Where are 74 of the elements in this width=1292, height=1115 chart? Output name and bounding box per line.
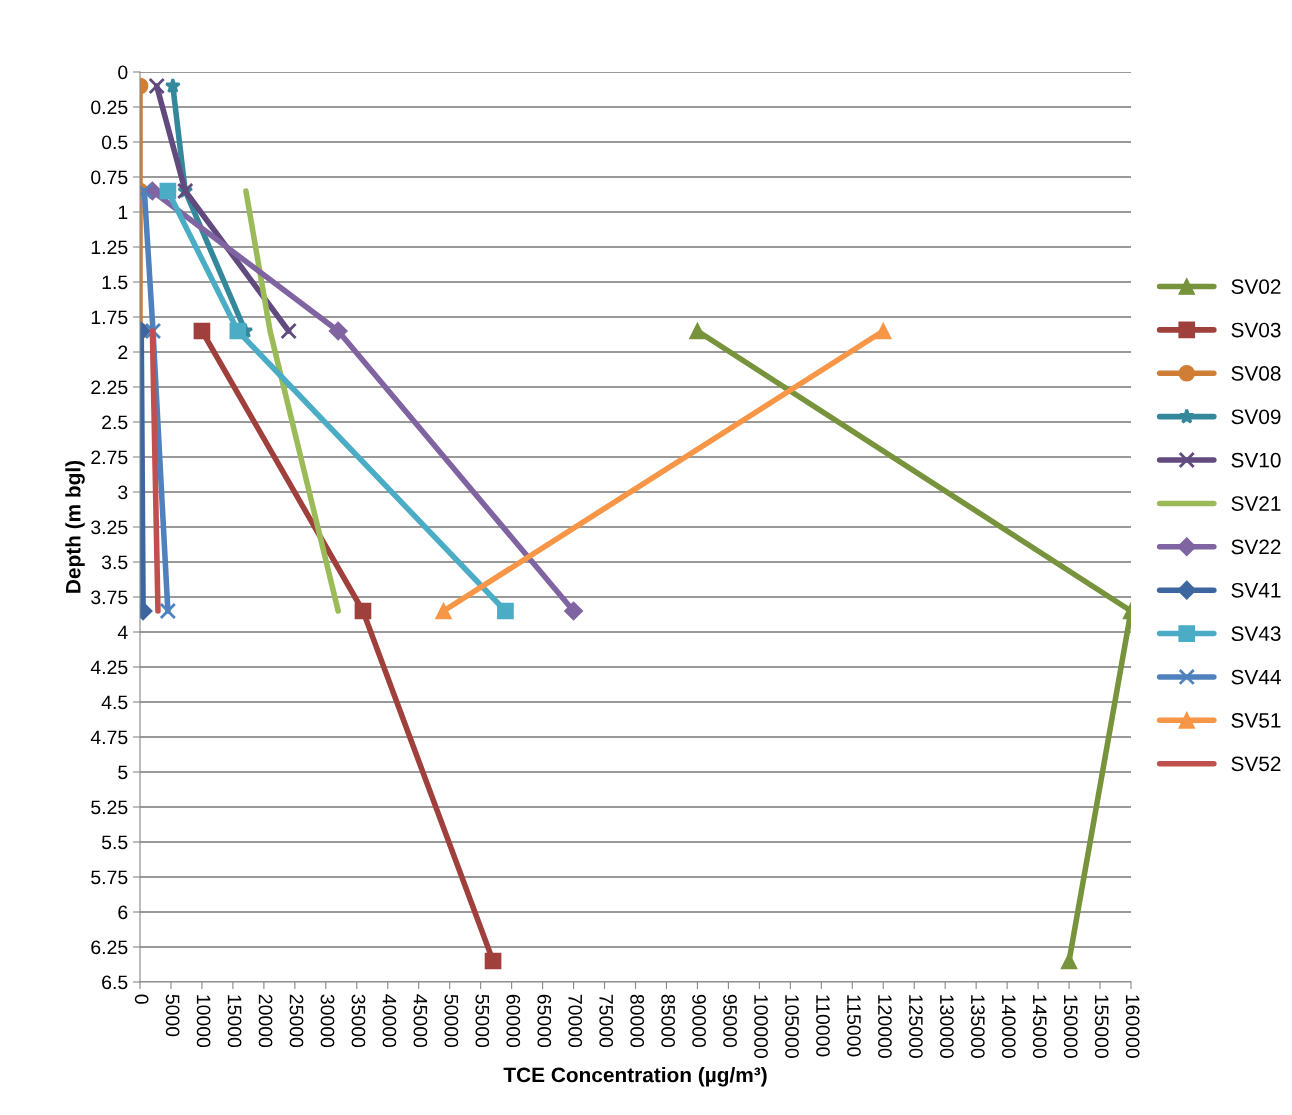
x-tick-label: 130000 bbox=[939, 995, 954, 1058]
x-tick-label: 115000 bbox=[847, 995, 861, 1057]
y-tick-label: 2.75 bbox=[91, 450, 128, 465]
y-tick-label: 0 bbox=[118, 65, 128, 80]
legend-label: SV44 bbox=[1231, 669, 1281, 685]
x-tick-label: 65000 bbox=[537, 994, 552, 1048]
y-tick-label: 5.25 bbox=[91, 800, 128, 815]
x-tick-label: 5000 bbox=[165, 994, 180, 1037]
x-tick-label: 95000 bbox=[723, 994, 737, 1048]
legend-label: SV10 bbox=[1231, 452, 1281, 468]
legend-label: SV52 bbox=[1231, 756, 1281, 772]
x-tick-label: 80000 bbox=[630, 994, 645, 1048]
legend-label: SV41 bbox=[1231, 582, 1281, 598]
y-tick-label: 1 bbox=[118, 205, 128, 220]
x-tick-label: 10000 bbox=[196, 995, 211, 1048]
x-tick-label: 40000 bbox=[382, 994, 397, 1048]
y-tick-label: 5.5 bbox=[101, 835, 128, 850]
y-tick-label: 4.25 bbox=[90, 660, 128, 675]
y-axis-title: Depth (m bgl) bbox=[65, 460, 85, 593]
y-tick-label: 0.25 bbox=[91, 100, 128, 115]
legend-label: SV08 bbox=[1231, 366, 1281, 381]
x-tick-label: 110000 bbox=[816, 995, 830, 1057]
x-tick-label: 145000 bbox=[1032, 995, 1047, 1058]
x-tick-label: 15000 bbox=[227, 995, 242, 1048]
x-axis-title: TCE Concentration (µg/m³) bbox=[503, 1067, 767, 1087]
y-tick-label: 3.75 bbox=[91, 590, 128, 605]
y-tick-label: 3.5 bbox=[101, 555, 128, 570]
legend-label: SV43 bbox=[1231, 626, 1281, 642]
y-tick-label: 4.75 bbox=[90, 730, 128, 745]
x-tick-label: 140000 bbox=[1001, 995, 1016, 1058]
x-tick-label: 0 bbox=[134, 994, 149, 1004]
legend-label: SV51 bbox=[1231, 713, 1281, 728]
y-tick-label: 2.25 bbox=[91, 380, 128, 395]
legend-label: SV09 bbox=[1231, 409, 1281, 425]
x-tick-label: 30000 bbox=[320, 994, 335, 1048]
x-tick-label: 125000 bbox=[909, 995, 923, 1058]
x-tick-label: 35000 bbox=[351, 994, 366, 1048]
y-tick-label: 3.25 bbox=[91, 520, 128, 535]
y-tick-label: 2 bbox=[118, 345, 128, 360]
x-tick-label: 25000 bbox=[289, 994, 304, 1048]
x-tick-label: 20000 bbox=[258, 994, 273, 1048]
y-tick-label: 2.5 bbox=[102, 415, 128, 430]
y-tick-label: 0.75 bbox=[91, 170, 128, 185]
x-tick-label: 60000 bbox=[506, 994, 521, 1048]
x-tick-label: 150000 bbox=[1063, 995, 1078, 1058]
y-tick-label: 6 bbox=[118, 905, 128, 920]
x-tick-label: 55000 bbox=[475, 994, 490, 1048]
legend-label: SV02 bbox=[1231, 279, 1281, 295]
x-tick-label: 160000 bbox=[1125, 995, 1140, 1058]
y-tick-label: 5.75 bbox=[91, 870, 128, 885]
y-tick-label: 6.5 bbox=[102, 975, 128, 990]
y-tick-label: 1.25 bbox=[91, 240, 128, 255]
y-tick-label: 6.25 bbox=[91, 940, 128, 955]
x-tick-label: 120000 bbox=[878, 995, 892, 1058]
x-tick-label: 45000 bbox=[413, 994, 428, 1048]
x-tick-label: 100000 bbox=[754, 995, 768, 1058]
legend-label: SV22 bbox=[1231, 539, 1281, 555]
legend-label: SV03 bbox=[1231, 322, 1281, 338]
y-tick-label: 1.75 bbox=[91, 310, 128, 325]
legend-label: SV21 bbox=[1231, 496, 1281, 511]
y-tick-label: 5 bbox=[118, 765, 128, 780]
x-tick-label: 135000 bbox=[970, 995, 985, 1058]
x-tick-label: 85000 bbox=[661, 994, 676, 1048]
x-tick-label: 155000 bbox=[1094, 995, 1109, 1058]
x-tick-label: 50000 bbox=[444, 994, 459, 1048]
x-tick-label: 70000 bbox=[568, 994, 583, 1048]
x-tick-label: 75000 bbox=[599, 994, 614, 1048]
x-tick-label: 90000 bbox=[692, 994, 706, 1048]
y-tick-label: 4 bbox=[117, 625, 128, 640]
y-tick-label: 3 bbox=[118, 485, 128, 500]
x-tick-label: 105000 bbox=[785, 995, 799, 1058]
y-tick-label: 1.5 bbox=[102, 275, 128, 290]
y-tick-label: 0.5 bbox=[101, 135, 128, 150]
y-tick-label: 4.5 bbox=[101, 695, 128, 710]
